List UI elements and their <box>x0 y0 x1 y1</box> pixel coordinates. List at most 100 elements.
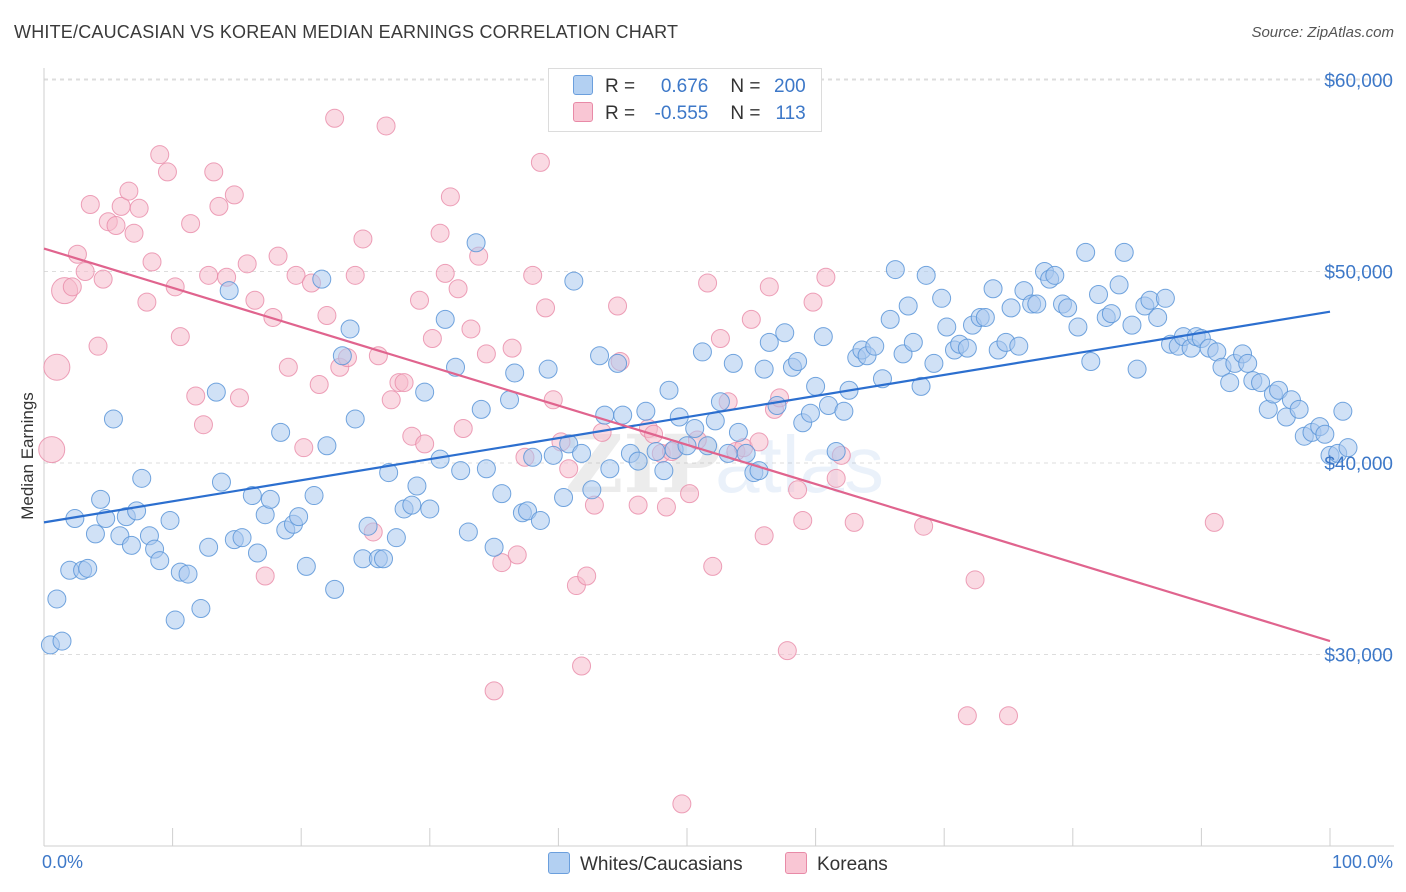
white-point <box>415 382 435 402</box>
korean-point <box>325 108 345 128</box>
white-point <box>826 442 846 462</box>
white-point <box>543 445 563 465</box>
korean-point <box>628 495 648 515</box>
legend-r-label: R = <box>605 76 641 97</box>
white-point <box>582 480 602 500</box>
legend-swatch-pink <box>573 102 593 122</box>
korean-point <box>278 357 298 377</box>
korean-point <box>448 279 468 299</box>
white-point <box>78 558 98 578</box>
white-point <box>903 332 923 352</box>
korean-point <box>492 553 512 573</box>
korean-point <box>119 181 139 201</box>
white-point <box>911 376 931 396</box>
white-point <box>1269 380 1289 400</box>
white-point <box>317 436 337 456</box>
korean-point <box>803 292 823 312</box>
korean-point <box>1204 512 1224 532</box>
korean-point <box>530 152 550 172</box>
korean-point <box>255 566 275 586</box>
korean-point <box>788 480 808 500</box>
white-point <box>340 319 360 339</box>
korean-point <box>137 292 157 312</box>
korean-point <box>237 254 257 274</box>
legend-r-value: 0.676 <box>660 76 709 97</box>
korean-point <box>38 436 66 464</box>
x-tick-label: 0.0% <box>42 852 83 872</box>
korean-point <box>294 438 314 458</box>
korean-point <box>67 244 87 264</box>
korean-point <box>999 706 1018 726</box>
white-point <box>1076 242 1096 262</box>
korean-point <box>204 162 224 182</box>
white-point <box>654 461 674 481</box>
white-point <box>1001 298 1021 318</box>
white-point <box>386 528 406 548</box>
white-point <box>476 459 496 479</box>
white-point <box>1122 315 1142 335</box>
white-point <box>898 296 918 316</box>
y-tick-label: $30,000 <box>1324 646 1393 667</box>
white-point <box>523 447 543 467</box>
legend-row-whites: R = 0.676 N = 200 <box>573 75 806 101</box>
white-point <box>160 510 180 530</box>
white-point <box>325 579 345 599</box>
korean-point <box>229 388 249 408</box>
korean-point <box>672 794 692 814</box>
white-point <box>103 409 123 429</box>
korean-point <box>816 267 836 287</box>
white-point <box>1155 288 1175 308</box>
white-point <box>312 269 332 289</box>
white-point <box>1027 294 1047 314</box>
legend-swatch-blue <box>573 75 593 95</box>
white-point <box>1220 373 1240 393</box>
white-point <box>85 524 105 544</box>
white-point <box>767 396 787 416</box>
white-point <box>937 317 957 337</box>
white-point <box>242 486 262 506</box>
korean-point <box>186 386 206 406</box>
korean-point <box>484 681 504 701</box>
korean-point <box>245 290 265 310</box>
white-point <box>564 271 584 291</box>
legend-n-label: N = <box>730 103 766 124</box>
white-point <box>885 260 905 280</box>
white-point <box>91 489 111 509</box>
korean-point <box>394 373 414 393</box>
koreans-points <box>38 108 1224 814</box>
white-point <box>199 537 219 557</box>
white-point <box>692 342 712 362</box>
white-point <box>608 353 628 373</box>
korean-point <box>88 336 108 356</box>
white-point <box>451 461 471 481</box>
white-point <box>304 486 324 506</box>
white-point <box>613 405 633 425</box>
white-point <box>1238 353 1258 373</box>
korean-point <box>507 545 527 565</box>
legend-r-value: -0.555 <box>654 103 709 124</box>
trend-lines <box>43 247 1331 643</box>
white-point <box>736 443 756 463</box>
white-point <box>492 484 512 504</box>
korean-point <box>698 273 718 293</box>
bottom-legend-koreans: Koreans <box>785 852 888 876</box>
white-point <box>636 401 656 421</box>
korean-point <box>577 566 597 586</box>
bottom-legend-swatch-blue <box>548 852 570 874</box>
korean-point <box>353 229 373 249</box>
korean-point <box>608 296 628 316</box>
bottom-legend-swatch-pink <box>785 852 807 874</box>
white-point <box>374 549 394 569</box>
white-point <box>705 411 725 431</box>
korean-point <box>572 656 592 676</box>
korean-point <box>410 290 430 310</box>
white-point <box>1333 401 1353 421</box>
white-point <box>754 359 774 379</box>
white-point <box>1315 424 1335 444</box>
korean-point <box>286 265 306 285</box>
chart-title: WHITE/CAUCASIAN VS KOREAN MEDIAN EARNING… <box>14 22 679 42</box>
white-point <box>260 489 280 509</box>
korean-point <box>476 344 496 364</box>
korean-point <box>826 468 846 488</box>
